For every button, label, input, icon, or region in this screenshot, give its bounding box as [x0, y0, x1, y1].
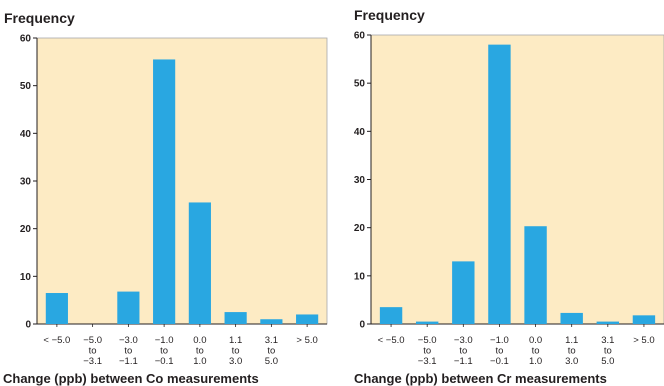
panel-2-x-tick-label: to [495, 346, 503, 357]
panel-1-x-tick-label: 1.0 [193, 356, 206, 367]
panel-1-y-tick-label: 0 [25, 320, 31, 331]
panel-1-bar [224, 312, 247, 324]
panel-2-x-tick-label: 3.0 [565, 356, 578, 367]
panel-1-bar [153, 59, 176, 324]
panel-2-bar [596, 321, 620, 324]
panel-1-x-tick-label: to [124, 346, 132, 357]
panel-2-x-tick-label: 1.0 [529, 356, 542, 367]
panel-2-bar [560, 312, 583, 324]
panel-2-bar [488, 44, 511, 325]
panel-2-x-tick-label: −1.0 [490, 335, 509, 346]
panel-1-x-tick-label: −0.1 [155, 356, 174, 367]
panel-2-x-tick-label: to [423, 346, 431, 357]
panel-1-x-tick-label: < −5.0 [43, 335, 70, 346]
panel-2-bar [379, 307, 403, 324]
panel-1-x-tick-label: 3.1 [265, 335, 278, 346]
panel-2-x-tick-label: 1.1 [565, 335, 578, 346]
panel-2-y-axis-title: Frequency [354, 7, 425, 23]
panel-2-y-tick-label: 60 [354, 31, 366, 42]
panel-1-y-tick-label: 30 [20, 177, 32, 188]
panel-1-y-tick-label: 60 [20, 34, 32, 45]
panel-1-x-tick-label: 3.0 [229, 356, 242, 367]
panel-2-y-tick-label: 10 [354, 271, 366, 282]
panel-2-x-tick-label: to [532, 346, 540, 357]
panel-1-y-tick-label: 20 [20, 224, 32, 235]
panel-2-bar [452, 261, 475, 324]
panel-2-y-tick-label: 40 [354, 127, 366, 138]
panel-1-x-tick-label: 0.0 [193, 335, 206, 346]
panel-1-x-tick-label: −3.0 [119, 335, 138, 346]
panel-1-x-tick-label: to [267, 346, 275, 357]
panel-2-x-tick-label: −0.1 [490, 356, 509, 367]
panel-1-x-tick-label: 5.0 [265, 356, 278, 367]
panel-2-x-tick-label: to [459, 346, 467, 357]
panel-2-x-tick-label: 3.1 [601, 335, 614, 346]
panel-2-y-tick-label: 50 [354, 79, 366, 90]
panel-1-x-tick-label: to [89, 346, 97, 357]
panel-1-bar [260, 319, 283, 324]
panel-2-bar [632, 315, 656, 324]
panel-2-y-tick-label: 0 [359, 320, 365, 331]
panel-1-x-tick-label: −1.1 [119, 356, 138, 367]
panel-1-x-tick-label: −3.1 [83, 356, 102, 367]
panel-2-plot-area [370, 34, 664, 325]
panel-1-x-axis-title: Change (ppb) between Co measurements [3, 371, 259, 386]
panel-1-bar [188, 202, 211, 324]
panel-1-x-tick-label: > 5.0 [296, 335, 317, 346]
panel-1-x-tick-label: −1.0 [155, 335, 174, 346]
panel-1-x-tick-label: to [196, 346, 204, 357]
panel-1-bar [45, 293, 68, 324]
panel-2-x-tick-label: > 5.0 [633, 335, 654, 346]
panel-2-y-tick-label: 30 [354, 175, 366, 186]
panel-2-x-tick-label: < −5.0 [378, 335, 405, 346]
panel-2-y-tick-label: 20 [354, 223, 366, 234]
panel-1-x-tick-label: to [160, 346, 168, 357]
panel-1-plot-area [36, 37, 328, 325]
panel-1-x-tick-label: to [232, 346, 240, 357]
panel-2-bar [415, 321, 439, 324]
panel-2-bar [524, 226, 547, 324]
panel-1-x-tick-label: 1.1 [229, 335, 242, 346]
panel-2-x-tick-label: to [568, 346, 576, 357]
panel-2-x-tick-label: 0.0 [529, 335, 542, 346]
panel-1-y-tick-label: 10 [20, 272, 32, 283]
panel-1-y-tick-label: 50 [20, 81, 32, 92]
panel-2-x-tick-label: −3.1 [418, 356, 437, 367]
panel-2-x-tick-label: 5.0 [601, 356, 614, 367]
panel-2-x-tick-label: −5.0 [418, 335, 437, 346]
panel-1-bar [117, 291, 140, 324]
panel-2-x-tick-label: −1.1 [454, 356, 473, 367]
panel-1-y-tick-label: 40 [20, 129, 32, 140]
panel-1-x-tick-label: −5.0 [83, 335, 102, 346]
panel-2-x-tick-label: to [604, 346, 612, 357]
panel-2-x-tick-label: −3.0 [454, 335, 473, 346]
panel-2-x-axis-title: Change (ppb) between Cr measurements [354, 371, 607, 386]
panel-1-bar [296, 314, 319, 324]
panel-1-y-axis-title: Frequency [4, 10, 75, 26]
